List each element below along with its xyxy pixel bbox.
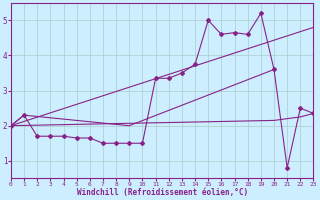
X-axis label: Windchill (Refroidissement éolien,°C): Windchill (Refroidissement éolien,°C) (76, 188, 248, 197)
